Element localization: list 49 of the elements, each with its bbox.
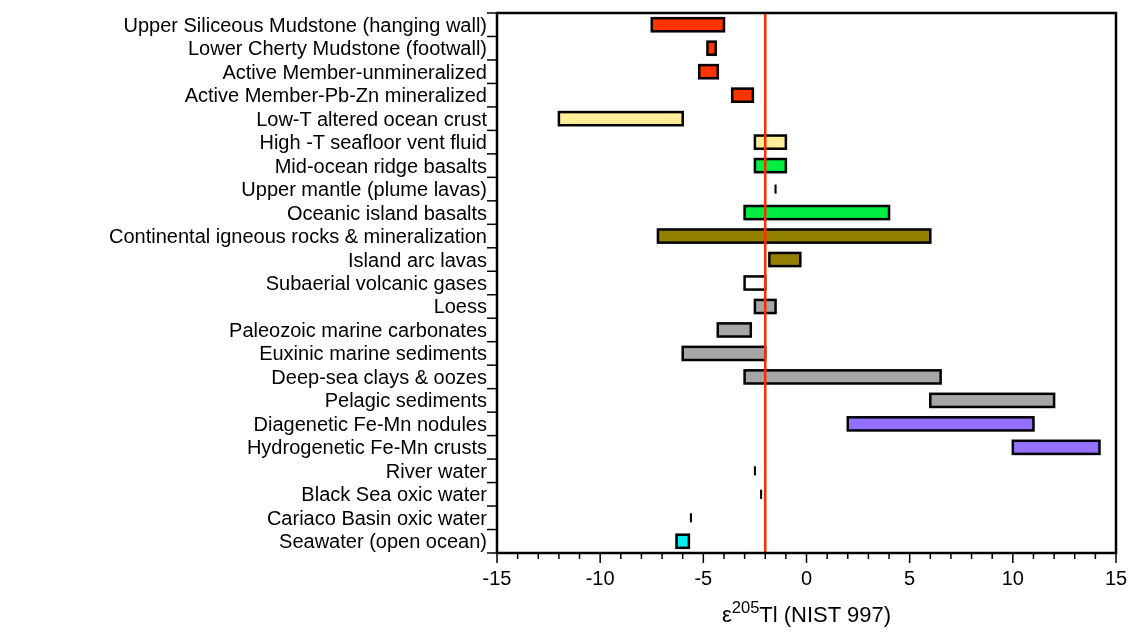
y-tick-label: Island arc lavas — [348, 248, 487, 271]
bar — [716, 322, 753, 338]
bar — [743, 275, 767, 291]
bar — [730, 87, 755, 103]
bar — [753, 134, 788, 150]
y-tick-label: Pelagic sediments — [324, 389, 487, 412]
bar — [768, 251, 802, 268]
bar — [846, 416, 1035, 432]
bar — [706, 40, 717, 57]
bar — [681, 345, 767, 362]
x-axis-title: ε$^{205}$Tl (NIST 997) — [722, 598, 891, 627]
y-tick-label: Upper Siliceous Mudstone (hanging wall) — [123, 13, 487, 36]
y-tick-label: Diagenetic Fe-Mn nodules — [253, 412, 487, 435]
y-tick-label: Loess — [433, 295, 487, 318]
x-tick-label: 5 — [904, 567, 916, 589]
x-tick-label: 15 — [1104, 567, 1128, 589]
y-tick-label: Continental igneous rocks & mineralization — [109, 225, 487, 248]
y-tick-label: Hydrogenetic Fe-Mn crusts — [246, 436, 487, 459]
y-tick-label: Black Sea oxic water — [301, 483, 488, 506]
bar — [697, 63, 720, 80]
y-tick-label: Subaerial volcanic gases — [265, 272, 487, 294]
y-tick-label: High -T seafloor vent fluid — [259, 131, 487, 154]
y-tick-label: Lower Cherty Mudstone (footwall) — [187, 37, 487, 60]
bar — [929, 392, 1056, 409]
y-tick-label: Oceanic island basalts — [286, 201, 487, 224]
x-tick-label: -10 — [585, 567, 615, 589]
bar — [650, 16, 726, 33]
bar — [1011, 439, 1101, 456]
y-tick-label: Mid-ocean ridge basalts — [274, 154, 487, 177]
bar — [743, 204, 891, 221]
x-tick-label: 10 — [1001, 567, 1024, 589]
y-tick-label: Active Member-Pb-Zn mineralized — [184, 84, 487, 107]
y-tick-label: Paleozoic marine carbonates — [229, 318, 487, 341]
bar — [656, 228, 932, 244]
y-tick-label: River water — [385, 459, 488, 482]
y-tick-label: Euxinic marine sediments — [259, 342, 487, 365]
bar — [557, 110, 684, 127]
y-tick-label: Low-T altered ocean crust — [256, 107, 488, 130]
x-tick-label: -5 — [694, 567, 713, 589]
bar — [743, 369, 942, 385]
x-tick-label: -15 — [482, 567, 512, 589]
y-tick-label: Seawater (open ocean) — [279, 530, 487, 553]
y-tick-label: Deep-sea clays & oozes — [271, 365, 487, 388]
y-tick-label: Cariaco Basin oxic water — [266, 506, 488, 529]
y-tick-label: Active Member-unmineralized — [222, 60, 487, 83]
bar — [675, 533, 691, 550]
x-tick-label: 0 — [800, 567, 813, 589]
y-tick-label: Upper mantle (plume lavas) — [241, 178, 487, 201]
bar — [753, 157, 788, 174]
